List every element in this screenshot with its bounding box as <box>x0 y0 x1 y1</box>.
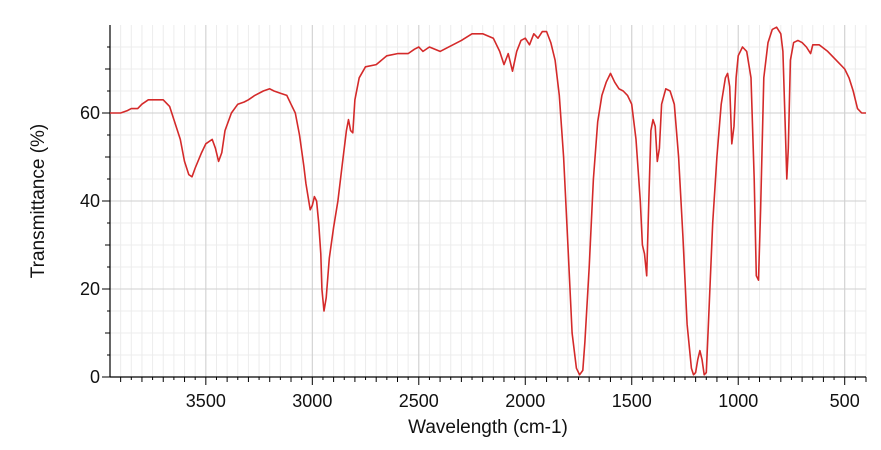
y-axis-label: Transmittance (%) <box>28 124 49 279</box>
tick-labels: 3500 3000 2500 2000 1500 1000 500 0 20 40 60 <box>80 103 860 411</box>
series <box>110 26 866 376</box>
spectrum-line <box>110 26 866 376</box>
x-tick-label: 500 <box>830 391 860 411</box>
axes <box>102 25 867 385</box>
y-tick-label: 20 <box>80 279 100 299</box>
grid <box>110 25 867 377</box>
x-tick-label: 1500 <box>612 391 652 411</box>
x-tick-label: 2000 <box>505 391 545 411</box>
x-tick-label: 3500 <box>186 391 226 411</box>
x-tick-label: 2500 <box>399 391 439 411</box>
y-tick-label: 0 <box>90 367 100 387</box>
y-tick-label: 60 <box>80 103 100 123</box>
x-axis-label: Wavelength (cm-1) <box>408 417 568 438</box>
x-tick-label: 1000 <box>718 391 758 411</box>
y-tick-label: 40 <box>80 191 100 211</box>
x-tick-label: 3000 <box>292 391 332 411</box>
